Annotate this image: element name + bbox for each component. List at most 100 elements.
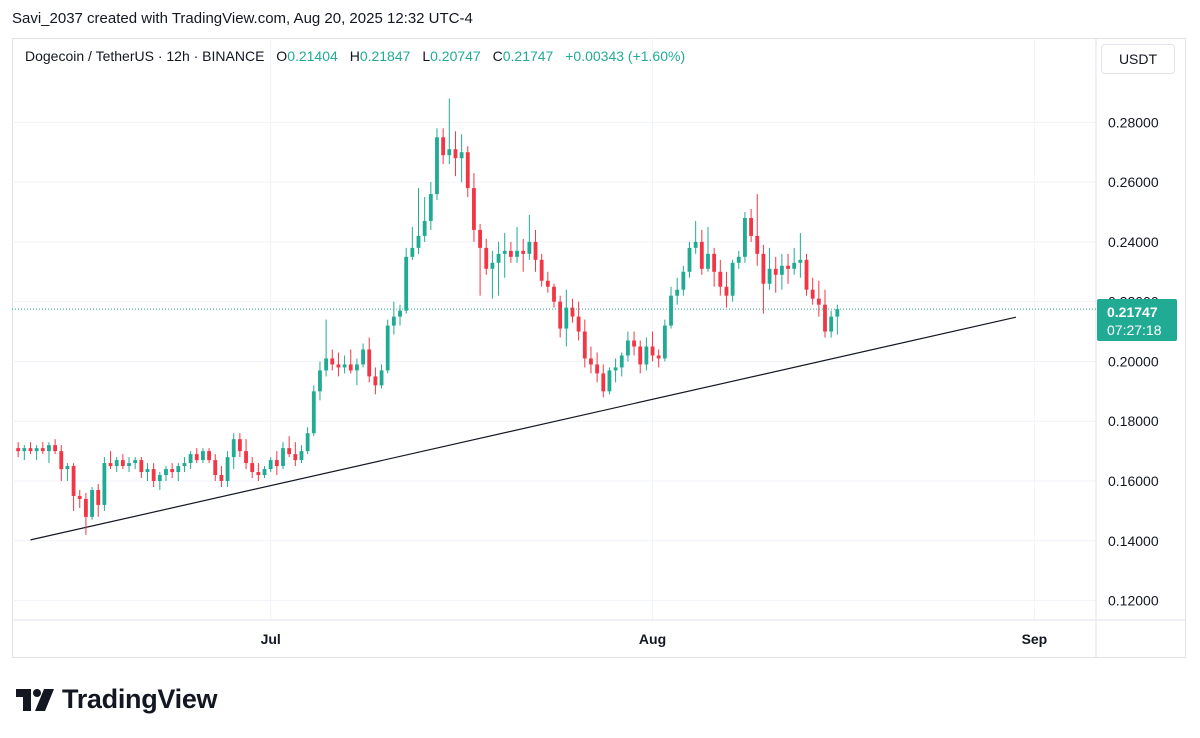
candle[interactable] (237, 433, 242, 458)
candle[interactable] (145, 463, 150, 482)
candle[interactable] (428, 182, 433, 230)
candle[interactable] (71, 463, 76, 511)
candle[interactable] (83, 492, 88, 535)
candle[interactable] (348, 349, 353, 374)
candle[interactable] (816, 280, 821, 317)
candle[interactable] (675, 277, 680, 305)
candle[interactable] (743, 212, 747, 263)
candle[interactable] (533, 229, 538, 272)
candle[interactable] (274, 451, 279, 476)
candle[interactable] (650, 331, 655, 362)
candle[interactable] (324, 319, 329, 377)
candle[interactable] (28, 442, 33, 455)
candle[interactable] (545, 271, 550, 293)
candle[interactable] (373, 367, 378, 395)
candle[interactable] (367, 337, 372, 383)
candle[interactable] (773, 256, 778, 293)
candle[interactable] (231, 433, 236, 470)
candle[interactable] (188, 451, 193, 470)
candle[interactable] (379, 364, 384, 389)
candle[interactable] (823, 289, 827, 338)
candle[interactable] (410, 226, 415, 260)
candle[interactable] (262, 466, 267, 479)
candle[interactable] (447, 98, 452, 165)
candle[interactable] (478, 223, 483, 296)
candle[interactable] (712, 247, 717, 287)
candle[interactable] (139, 457, 144, 479)
candle[interactable] (201, 448, 205, 464)
candle[interactable] (724, 271, 729, 308)
candle[interactable] (318, 361, 322, 401)
candle[interactable] (496, 241, 501, 296)
candle[interactable] (77, 489, 82, 508)
candle[interactable] (194, 448, 199, 464)
candle[interactable] (59, 445, 64, 482)
candle[interactable] (576, 301, 581, 341)
candle[interactable] (632, 331, 636, 356)
candle[interactable] (472, 173, 476, 242)
candle[interactable] (595, 352, 600, 383)
candle[interactable] (687, 241, 692, 278)
candle[interactable] (151, 463, 156, 487)
candle[interactable] (662, 319, 667, 362)
currency-button[interactable]: USDT (1101, 44, 1175, 74)
candle[interactable] (625, 331, 630, 362)
candle[interactable] (644, 337, 649, 371)
candle[interactable] (508, 241, 513, 263)
candle[interactable] (96, 484, 101, 517)
candle[interactable] (564, 289, 569, 347)
candle[interactable] (244, 439, 248, 470)
candle[interactable] (607, 367, 612, 395)
candle[interactable] (502, 232, 507, 278)
candle[interactable] (120, 454, 125, 470)
candle[interactable] (176, 463, 181, 482)
candle[interactable] (539, 253, 544, 287)
candle[interactable] (558, 295, 563, 338)
candle[interactable] (305, 427, 310, 455)
candle[interactable] (435, 128, 439, 201)
candle[interactable] (281, 442, 285, 470)
candle[interactable] (786, 253, 790, 284)
candle[interactable] (391, 301, 396, 335)
candle[interactable] (582, 319, 587, 368)
candle[interactable] (133, 457, 138, 470)
candle[interactable] (779, 253, 784, 290)
candle[interactable] (749, 209, 754, 242)
candle[interactable] (601, 364, 606, 398)
candle[interactable] (515, 226, 519, 263)
candle[interactable] (34, 445, 39, 461)
candle[interactable] (730, 259, 735, 302)
candle[interactable] (207, 448, 212, 464)
candle[interactable] (182, 457, 187, 473)
candle[interactable] (398, 304, 402, 326)
candle[interactable] (90, 486, 94, 520)
candle[interactable] (484, 238, 489, 275)
candle[interactable] (798, 232, 803, 278)
candle[interactable] (219, 466, 224, 487)
candle[interactable] (521, 238, 526, 272)
candle[interactable] (53, 439, 58, 455)
candle[interactable] (354, 358, 359, 386)
candle[interactable] (311, 385, 316, 437)
candle[interactable] (792, 247, 797, 275)
candle[interactable] (767, 247, 772, 290)
candle[interactable] (681, 265, 686, 296)
candle[interactable] (829, 310, 834, 338)
candle[interactable] (250, 457, 255, 479)
candle[interactable] (16, 442, 21, 458)
candle[interactable] (638, 340, 643, 374)
candle[interactable] (736, 250, 741, 269)
candle[interactable] (570, 298, 575, 323)
candle[interactable] (453, 131, 458, 177)
candle[interactable] (416, 188, 421, 254)
candle[interactable] (465, 146, 470, 198)
candle[interactable] (287, 436, 292, 458)
candle[interactable] (669, 286, 673, 329)
candle[interactable] (699, 229, 704, 275)
candle[interactable] (810, 277, 815, 305)
candle[interactable] (170, 463, 175, 479)
candle[interactable] (361, 343, 365, 368)
candle[interactable] (589, 346, 593, 374)
candle[interactable] (225, 451, 230, 487)
